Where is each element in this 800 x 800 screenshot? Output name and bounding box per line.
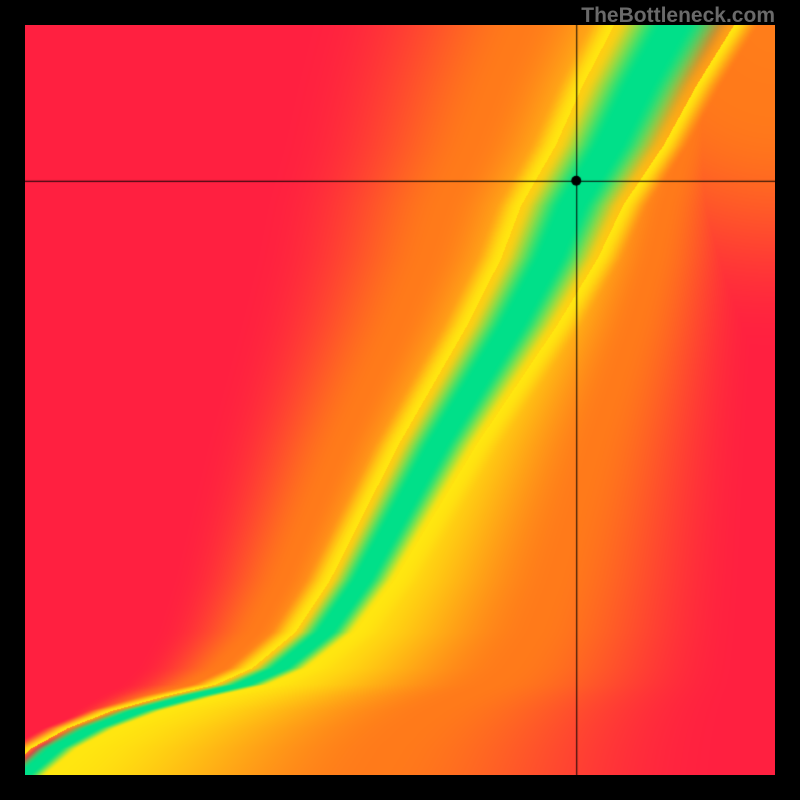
watermark-text: TheBottleneck.com [581,4,775,28]
plot-area [25,25,775,775]
crosshair-overlay [25,25,775,775]
chart-container: { "watermark": { "text": "TheBottleneck.… [0,0,800,800]
